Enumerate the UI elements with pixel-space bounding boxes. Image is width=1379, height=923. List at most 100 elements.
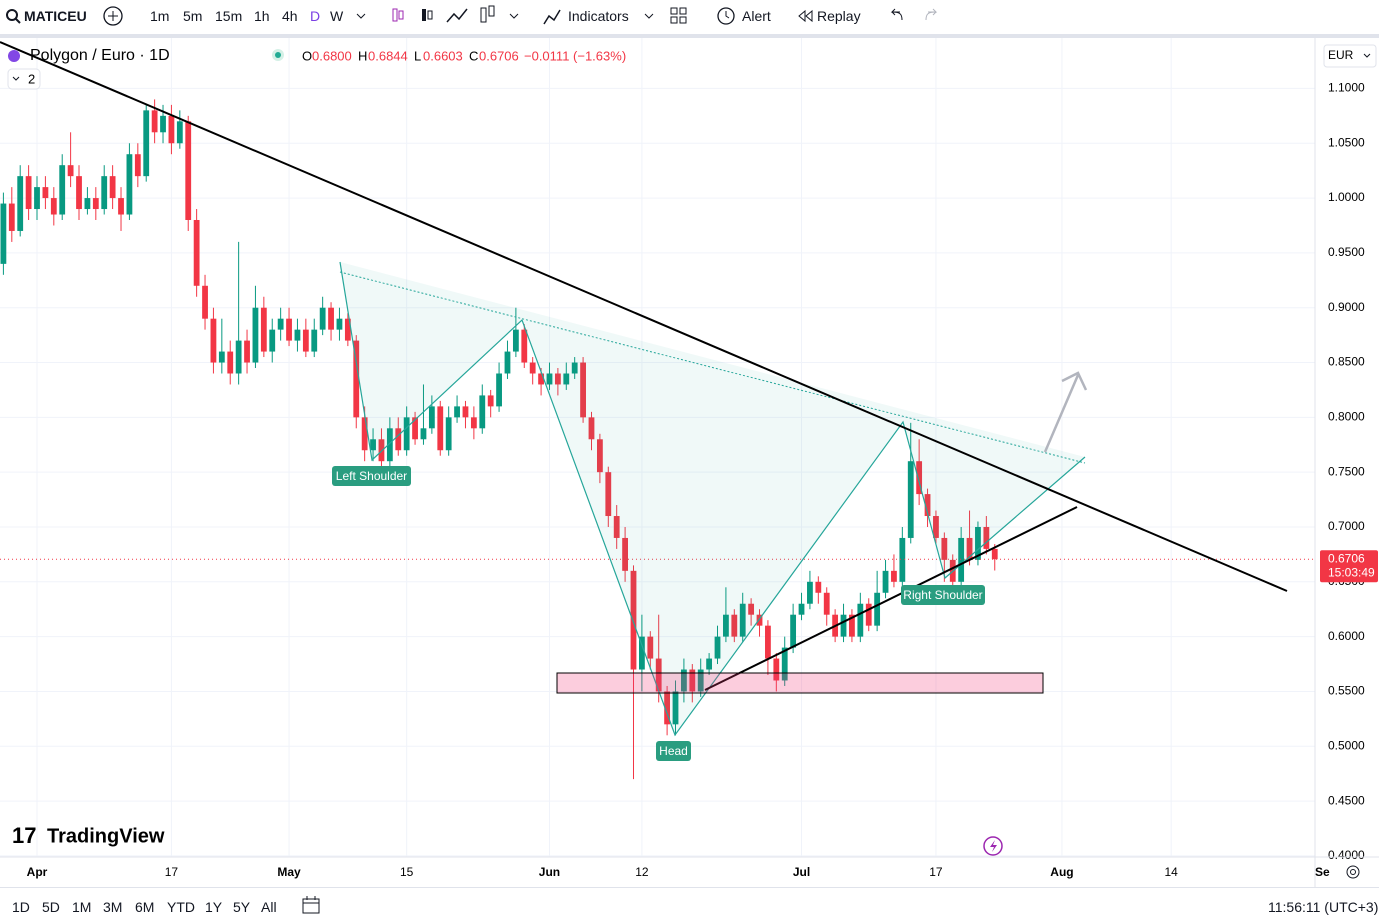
range-button[interactable]: 3M — [103, 899, 123, 915]
label-box — [332, 466, 411, 486]
candle-body — [202, 285, 208, 319]
candle-body — [512, 329, 519, 352]
y-tick-label: 0.8000 — [1328, 410, 1365, 424]
candle-body — [185, 121, 192, 220]
candle-body — [244, 340, 250, 363]
indicators-button[interactable]: Indicators — [568, 8, 629, 24]
lightning-icon[interactable] — [983, 836, 1003, 856]
bottom-toolbar: 1D 5D 1M 3M 6M YTD 1Y 5Y All 11:56:11 (UTC+3) — [0, 887, 1379, 923]
collapse-button[interactable] — [7, 68, 41, 90]
candle-body — [67, 165, 74, 177]
y-tick-label: 0.9000 — [1328, 300, 1365, 314]
candle-body — [672, 691, 679, 725]
range-button[interactable]: 5D — [42, 899, 60, 915]
axes: 0.40000.45000.50000.55000.60000.65000.70… — [27, 81, 1365, 880]
y-tick-label: 0.5500 — [1328, 684, 1365, 698]
y-tick-label: 0.7500 — [1328, 464, 1365, 478]
candle-body — [76, 176, 82, 210]
alert-button[interactable]: Alert — [742, 8, 771, 24]
candle-body — [638, 636, 645, 670]
indicator-count[interactable]: 2 — [28, 71, 35, 86]
candle-body — [428, 406, 435, 429]
candle-body — [269, 329, 276, 352]
interval-button[interactable]: 4h — [282, 8, 298, 24]
logo: TradingView — [47, 825, 165, 847]
pattern-label: Head — [659, 744, 688, 758]
candle-body — [538, 373, 544, 385]
currency-button[interactable] — [1323, 44, 1377, 68]
candles — [0, 99, 1315, 780]
replay-button[interactable]: Replay — [817, 8, 861, 24]
candle-body — [907, 461, 914, 538]
drawings: Left Shoulder Head Right Shoulder — [0, 41, 1288, 761]
candle-body — [370, 439, 376, 451]
range-button[interactable]: YTD — [167, 899, 195, 915]
calendar-icon[interactable] — [300, 894, 324, 918]
range-button[interactable]: 1D — [12, 899, 30, 915]
candle-body — [8, 203, 15, 231]
interval-button[interactable]: 1h — [254, 8, 270, 24]
range-button[interactable]: 5Y — [233, 899, 251, 915]
candle-body — [941, 537, 948, 560]
chevron — [1363, 53, 1371, 58]
legend-key: O — [302, 48, 312, 63]
candle-body — [437, 406, 444, 451]
candle-body — [34, 187, 40, 210]
candle-body — [311, 329, 318, 352]
symbol[interactable]: MATICEU — [24, 8, 87, 24]
currency[interactable]: EUR — [1328, 48, 1354, 62]
settings-icon — [1350, 869, 1356, 875]
candle-body — [445, 417, 452, 451]
legend-change: −0.0111 (−1.63%) — [524, 48, 626, 63]
candle-body — [580, 362, 586, 418]
candle-body — [353, 340, 360, 418]
candle-body — [529, 362, 536, 374]
interval-button[interactable]: W — [330, 8, 344, 24]
candle-body — [412, 417, 418, 440]
candle-body — [899, 537, 906, 582]
candle-body — [596, 439, 603, 473]
range-button[interactable]: 1M — [72, 899, 92, 915]
pattern-label: Right Shoulder — [903, 588, 982, 602]
candle-body — [664, 691, 671, 725]
pattern-label: Left Shoulder — [336, 469, 407, 483]
candle-body — [403, 417, 410, 451]
interval-button[interactable]: D — [310, 8, 321, 24]
pattern-fill — [340, 262, 1085, 735]
candle-body — [958, 537, 965, 582]
candle-body — [454, 406, 460, 418]
interval-button[interactable]: 15m — [215, 8, 243, 24]
candle-body — [765, 625, 771, 659]
candle-body — [92, 198, 99, 210]
candle-body — [50, 198, 57, 215]
range-button[interactable]: 1Y — [205, 899, 223, 915]
candle-body — [991, 548, 998, 560]
interval-button[interactable]: 1m — [150, 8, 170, 24]
candle-body — [865, 603, 872, 626]
clock: 11:56:11 (UTC+3) — [1268, 899, 1379, 915]
status-dot — [275, 52, 281, 58]
settings-icon[interactable] — [1346, 865, 1360, 879]
range-button[interactable]: 6M — [135, 899, 155, 915]
candle-body — [286, 318, 292, 341]
candle-body — [807, 581, 813, 604]
range-button[interactable]: All — [261, 899, 277, 915]
candle-body — [781, 647, 788, 681]
y-tick-label: 0.6000 — [1328, 629, 1365, 643]
y-tick-label: 0.9500 — [1328, 245, 1365, 259]
candle-body — [882, 570, 889, 593]
candle-body — [462, 406, 469, 418]
candle-body — [160, 115, 166, 133]
x-tick-label: Jun — [539, 865, 560, 879]
legend-value: 0.6603 — [423, 48, 463, 63]
interval-button[interactable]: 5m — [183, 8, 203, 24]
legend-value: 0.6844 — [368, 48, 408, 63]
candle-body — [344, 318, 351, 341]
candle-body — [739, 603, 746, 637]
candle-body — [613, 516, 620, 538]
x-tick-label: Aug — [1050, 865, 1073, 879]
candle-body — [260, 307, 267, 352]
countdown: 15:03:49 — [1328, 565, 1375, 579]
candle-body — [689, 669, 696, 692]
support-zone — [556, 672, 1044, 694]
